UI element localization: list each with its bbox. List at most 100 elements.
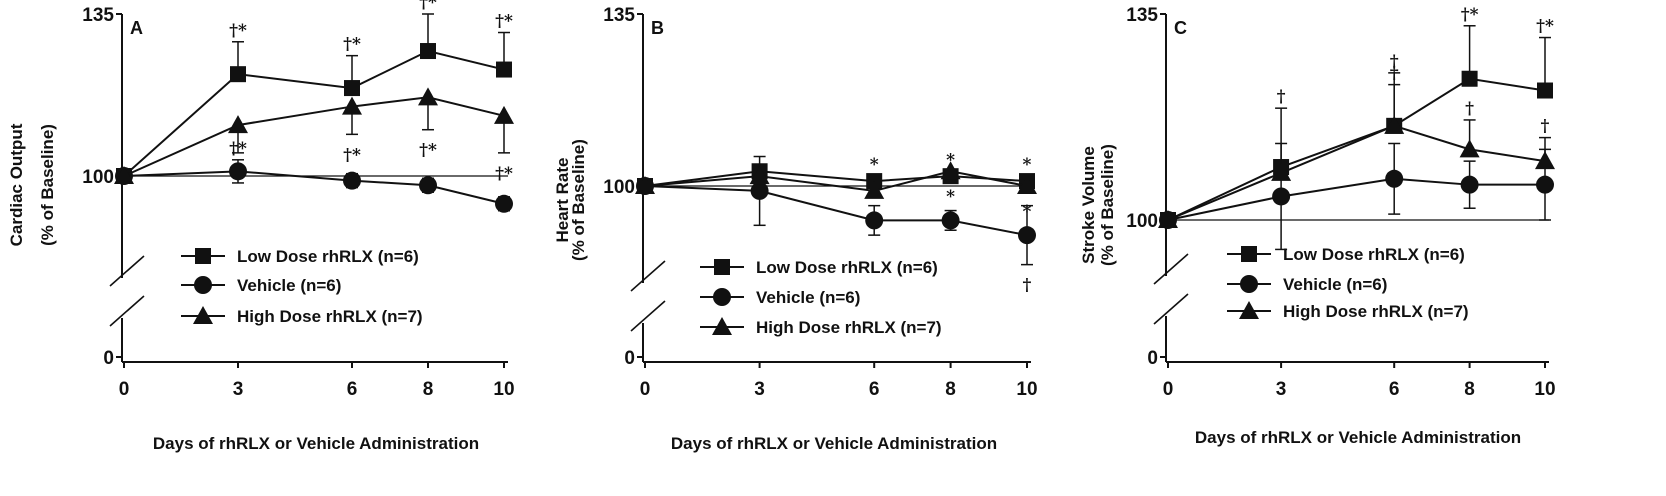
legend-marker-circle [713,288,731,306]
significance-mark: * [870,155,879,175]
y-tick-label: 135 [82,5,114,26]
legend-item: High Dose rhRLX (n=7) [181,306,423,326]
x-axis-label: Days of rhRLX or Vehicle Administration [671,434,997,453]
y-tick-label: 100 [1126,211,1158,232]
significance-mark: * [1023,155,1032,175]
axis-break-mark [1154,254,1188,284]
data-point-circle [1385,170,1403,188]
series-line [1168,179,1545,220]
data-point-circle [865,211,883,229]
data-point-square [230,66,246,82]
legend-label: Vehicle (n=6) [756,288,860,307]
significance-mark: †* [1536,17,1554,37]
panel-c: 0100135036810CStroke Volume(% of Baselin… [1079,5,1556,447]
axis-break-mark [1154,294,1188,324]
y-axis-label-unit: (% of Baseline) [569,139,588,261]
significance-mark: †* [419,141,437,161]
legend-marker-square [195,248,211,264]
data-point-circle [419,176,437,194]
legend-label: High Dose rhRLX (n=7) [1283,302,1469,321]
data-point-square [1537,83,1553,99]
x-tick-label: 10 [1534,379,1555,400]
legend-item: Vehicle (n=6) [1227,275,1387,294]
significance-mark: †* [495,12,513,32]
significance-mark: † [1390,64,1399,84]
series-triangle: † † † [1158,64,1555,228]
data-point-triangle [1460,139,1480,157]
data-point-square [344,80,360,96]
data-point-square [1462,71,1478,87]
data-point-square [420,43,436,59]
x-tick-label: 8 [423,379,434,400]
y-tick-label: 100 [82,167,114,188]
series-line [645,186,1027,235]
y-tick-label: 135 [603,5,635,26]
x-tick-label: 3 [233,379,244,400]
x-axis-label: Days of rhRLX or Vehicle Administration [153,434,479,453]
significance-mark: †* [419,0,437,13]
significance-mark: * [1023,202,1032,222]
data-point-triangle [418,87,438,105]
legend-label: Vehicle (n=6) [237,276,341,295]
panel-a: 0100135036810ACardiac Output(% of Baseli… [7,0,515,453]
y-axis-label-unit: (% of Baseline) [38,124,57,246]
x-tick-label: 6 [869,379,880,400]
significance-mark: †* [343,35,361,55]
legend-marker-square [714,259,730,275]
x-tick-label: 10 [493,379,514,400]
legend-label: High Dose rhRLX (n=7) [756,318,942,337]
x-tick-label: 6 [1389,379,1400,400]
panel-label: C [1174,18,1187,38]
significance-mark: * [946,187,955,207]
significance-mark: † [1465,99,1474,119]
panel-label: B [651,18,664,38]
data-point-circle [942,211,960,229]
data-point-circle [1272,187,1290,205]
significance-mark: †* [1461,5,1479,25]
axis-break-mark [631,261,665,291]
significance-mark: † [1541,117,1550,137]
legend-item: Low Dose rhRLX (n=6) [700,258,938,277]
legend-label: Low Dose rhRLX (n=6) [756,258,938,277]
series-triangle: ** [635,161,1037,222]
significance-mark: †* [495,164,513,184]
y-tick-label: 135 [1126,5,1158,26]
significance-mark: †* [229,21,247,41]
x-tick-label: 8 [945,379,956,400]
y-tick-label: 0 [103,348,114,369]
x-tick-label: 8 [1464,379,1475,400]
significance-mark: †* [343,145,361,165]
series-square: † † †* †* [1160,5,1554,228]
legend-label: High Dose rhRLX (n=7) [237,307,423,326]
x-tick-label: 6 [347,379,358,400]
legend-marker-circle [1240,275,1258,293]
panel-label: A [130,18,143,38]
data-point-circle [1018,226,1036,244]
series-square: †* †* †* †* [116,0,513,184]
series-triangle: †* †* †* [114,87,514,184]
x-tick-label: 10 [1016,379,1037,400]
data-point-circle [229,162,247,180]
legend-item: Vehicle (n=6) [181,276,341,295]
significance-mark: † [1277,87,1286,107]
data-point-circle [751,182,769,200]
series-line [124,97,504,176]
legend-item: Vehicle (n=6) [700,288,860,307]
x-tick-label: 3 [754,379,765,400]
legend-item: Low Dose rhRLX (n=6) [181,247,419,266]
series-line [645,171,1027,186]
x-tick-label: 0 [1163,379,1174,400]
significance-mark: † [1023,276,1032,296]
x-axis-label: Days of rhRLX or Vehicle Administration [1195,428,1521,447]
y-tick-label: 100 [603,177,635,198]
axis-break-mark [631,301,665,331]
y-tick-label: 0 [624,348,635,369]
axis-break-mark [110,256,144,286]
axis-break-mark [110,296,144,326]
legend-marker-square [1241,246,1257,262]
x-tick-label: 3 [1276,379,1287,400]
legend-item: High Dose rhRLX (n=7) [700,317,942,337]
legend-label: Low Dose rhRLX (n=6) [237,247,419,266]
legend-label: Vehicle (n=6) [1283,275,1387,294]
